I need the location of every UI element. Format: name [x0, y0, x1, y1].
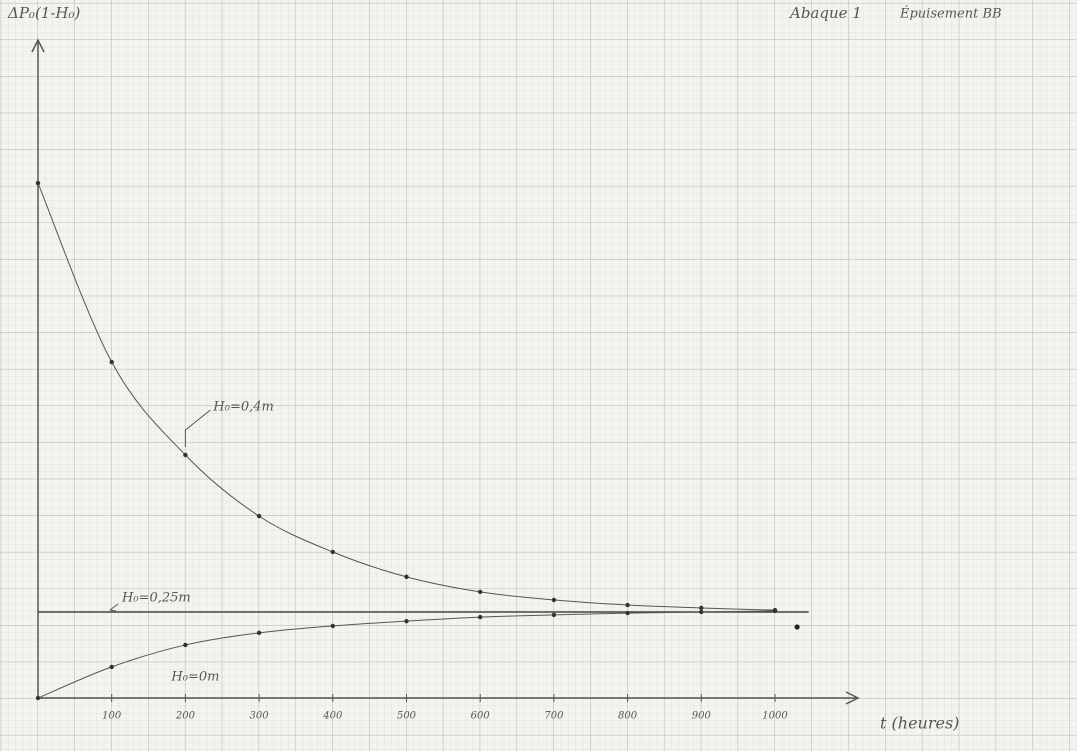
- extra-point: [795, 624, 800, 629]
- data-point: [36, 181, 40, 185]
- x-axis-title: t (heures): [880, 714, 959, 733]
- data-point: [478, 615, 482, 619]
- x-tick-label: 200: [175, 711, 196, 722]
- data-point: [625, 603, 629, 607]
- x-tick-label: 600: [471, 711, 491, 722]
- x-tick-label: 500: [397, 711, 417, 722]
- data-point: [699, 610, 703, 614]
- chart: ΔP₀(1-H₀) Abaque 1 Épuisement BB t (heur…: [0, 0, 1077, 751]
- note: Épuisement BB: [899, 6, 1002, 22]
- data-point: [552, 598, 556, 602]
- data-point: [404, 575, 408, 579]
- data-point: [552, 613, 556, 617]
- x-tick-label: 100: [102, 711, 122, 722]
- data-point: [110, 665, 114, 669]
- x-tick-label: 400: [322, 711, 343, 722]
- x-tick-label: 300: [250, 711, 270, 722]
- reference-label: H₀=0,25m: [121, 590, 191, 605]
- series-label: H₀=0m: [170, 669, 219, 684]
- x-tick-label: 700: [544, 711, 564, 722]
- data-point: [183, 643, 187, 647]
- series-label: H₀=0,4m: [212, 400, 273, 415]
- data-point: [625, 611, 629, 615]
- data-point: [699, 606, 703, 610]
- data-point: [331, 550, 335, 554]
- subtitle: Abaque 1: [788, 4, 862, 22]
- y-axis-title: ΔP₀(1-H₀): [7, 4, 80, 22]
- data-point: [36, 696, 40, 700]
- data-point: [110, 360, 114, 364]
- x-tick-label: 900: [692, 711, 712, 722]
- x-tick-label: 1000: [762, 711, 788, 722]
- data-point: [257, 631, 261, 635]
- data-point: [773, 609, 777, 613]
- graph-paper-major: [0, 0, 1077, 751]
- data-point: [404, 619, 408, 623]
- data-point: [478, 590, 482, 594]
- data-point: [183, 453, 187, 457]
- x-tick-label: 800: [618, 711, 638, 722]
- data-point: [331, 624, 335, 628]
- data-point: [257, 514, 261, 518]
